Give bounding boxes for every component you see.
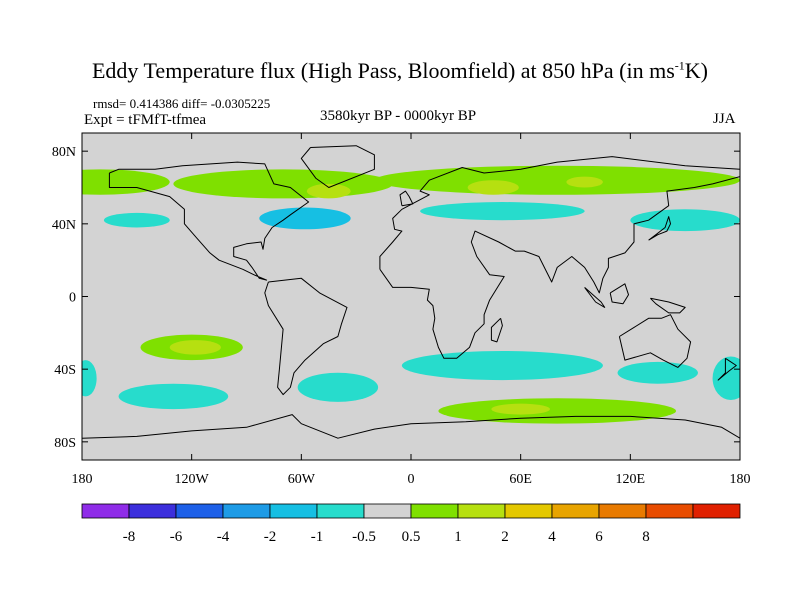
stats-line: rmsd= 0.414386 diff= -0.0305225 [93,96,271,111]
colorbar-label: 0.5 [402,529,421,545]
colorbar-swatch [457,503,506,519]
colorbar-label: 2 [501,529,509,545]
lat-tick-label: 40S [54,363,76,378]
lon-tick-label: 60W [288,472,316,487]
coastline-japan [648,216,671,241]
coastline-great-britain [399,190,414,207]
field-region-nh-green-band-east [374,165,740,195]
coastline-new-zealand [717,357,737,381]
experiment-label: Expt = tFMfT-tfmea [84,112,207,128]
coastline-greenland [300,145,375,188]
title-text: Eddy Temperature flux (High Pass, Bloomf… [91,58,675,83]
field-region-nh-green-band-west [82,169,170,195]
colorbar: -8 -6 -4 -2 -1 -0.5 0.5 1 2 4 6 8 [81,503,741,545]
title-text-end: K) [684,58,708,83]
lon-tick-label: 180 [730,472,751,487]
map-axes: 80N 40N 0 40S 80S 180 120W 60W 0 60E 120E 180 [52,133,751,487]
field-region-n-atlantic-blue [259,207,351,230]
season-label: JJA [713,111,736,127]
field-region-central-asia-blue [420,202,585,221]
coastline-antarctica [82,414,740,439]
colorbar-swatch [269,503,318,519]
colorbar-label: -0.5 [352,529,376,545]
field-region-southern-ocean-green [438,398,677,424]
colorbar-label: 1 [454,529,462,545]
field-region-s-pacific-yellow [169,340,221,355]
lat-tick-label: 80N [52,145,76,160]
coastline-north-america [108,161,310,281]
coastline-australia [618,314,692,368]
lon-tick-label: 0 [408,472,415,487]
colorbar-label: -2 [264,529,277,545]
colorbar-label: 6 [595,529,603,545]
coastline-new-guinea [650,297,686,314]
colorbar-swatch [598,503,647,519]
field-region-west-edge-blue [82,360,97,397]
lat-tick-label: 0 [69,291,76,306]
field-region-nh-yellow-patch-2 [467,180,519,195]
colorbar-swatch [504,503,553,519]
coastline-borneo [609,283,629,305]
colorbar-swatch [363,503,412,519]
coastline-south-america [264,277,348,396]
lat-tick-label: 40N [52,218,76,233]
field-region-east-edge-blue [712,356,740,401]
colorbar-swatch [692,503,741,519]
map-area [82,133,740,460]
colorbar-swatch [316,503,365,519]
field-region-australia-blue [617,361,698,384]
colorbar-swatch [128,503,177,519]
lon-tick-label: 120W [175,472,210,487]
period-label: 3580kyr BP - 0000kyr BP [320,108,477,124]
field-region-nh-green-band-central [173,169,393,199]
lon-tick-label: 180 [72,472,93,487]
field-region-nh-yellow-patch-3 [566,176,603,188]
colorbar-swatch [222,503,271,519]
colorbar-label: -8 [123,529,136,545]
colorbar-label: -4 [217,529,230,545]
lat-tick-label: 80S [54,436,76,451]
colorbar-swatch [645,503,694,519]
colorbar-swatch [175,503,224,519]
chart-title: Eddy Temperature flux (High Pass, Bloomf… [0,58,800,84]
coastline-africa-eurasia [379,156,740,359]
colorbar-swatch [81,503,130,519]
coastline-madagascar [490,317,503,343]
colorbar-label: -6 [170,529,183,545]
coastline-sumatra [584,287,606,308]
lon-tick-label: 60E [509,472,532,487]
field-region-indian-ocean-blue [401,351,603,381]
colorbar-swatch [551,503,600,519]
field-region-s-pacific-blue [118,383,229,410]
colorbar-label: 8 [642,529,650,545]
field-region-nh-yellow-patch-1 [306,183,351,199]
field-region-n-pacific-blue-east [630,209,740,232]
colorbar-label: 4 [548,529,556,545]
lon-tick-label: 120E [616,472,646,487]
field-region-southern-ocean-yellow [491,403,550,415]
field-region-s-atlantic-blue [297,372,379,402]
title-superscript: -1 [674,58,685,73]
colorbar-swatch [410,503,459,519]
colorbar-label: -1 [311,529,324,545]
field-region-n-pacific-blue-west [103,212,170,228]
